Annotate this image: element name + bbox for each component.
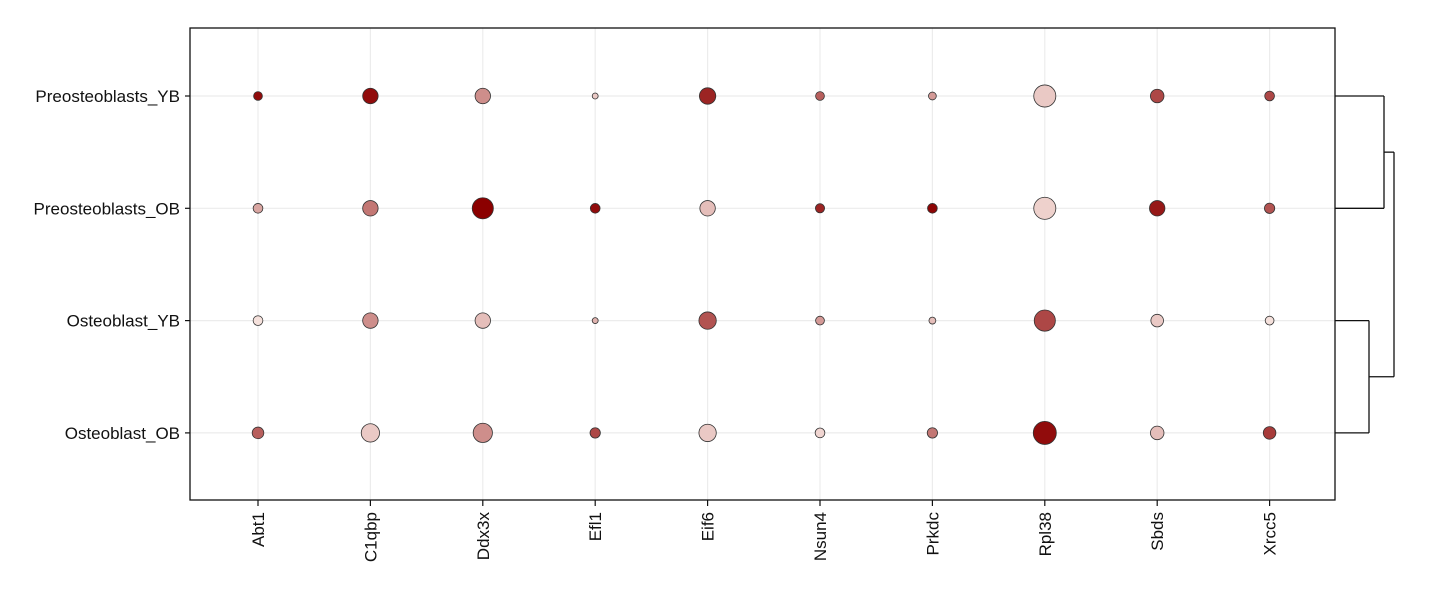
dot-Preosteoblasts_YB-Eif6 (698, 87, 717, 105)
y-tick-label: Osteoblast_OB (65, 424, 180, 443)
dot-Preosteoblasts_OB-Abt1 (252, 203, 264, 214)
x-tick-label: Ddx3x (474, 512, 493, 561)
dot-Osteoblast_YB-Nsun4 (815, 315, 825, 326)
dot-Preosteoblasts_OB-Prkdc (927, 203, 938, 214)
row-dendrogram (1335, 95, 1395, 434)
x-tick-label: Nsun4 (811, 512, 830, 561)
x-tick-label: Rpl38 (1036, 512, 1055, 556)
x-axis: Abt1 C1qbp Ddx3x Efl1 Eif6 Nsun4 Prkdc Rpl38 Sbd… (249, 500, 1280, 562)
dot-Osteoblast_OB-Xrcc5 (1262, 426, 1277, 440)
dot-Osteoblast_YB-Xrcc5 (1264, 315, 1275, 326)
dot-Osteoblast_YB-Eif6 (698, 311, 717, 330)
dot-Osteoblast_YB-Sbds (1150, 313, 1164, 328)
dot-Osteoblast_YB-Efl1 (591, 317, 599, 324)
y-axis: Preosteoblasts_YB Preosteoblasts_OB Osteob… (34, 87, 190, 443)
y-tick-label: Osteoblast_YB (67, 312, 180, 331)
dot-Osteoblast_OB-Efl1 (589, 427, 601, 439)
dot-Preosteoblasts_YB-C1qbp (362, 87, 379, 105)
dot-Preosteoblasts_OB-C1qbp (362, 200, 379, 217)
dot-Osteoblast_OB-Eif6 (698, 423, 717, 442)
dot-Osteoblast_YB-Ddx3x (474, 312, 491, 329)
x-tick-label: Sbds (1148, 512, 1167, 551)
dot-Preosteoblasts_OB-Xrcc5 (1264, 202, 1276, 214)
dot-Preosteoblasts_OB-Eif6 (699, 200, 716, 217)
dot-Preosteoblasts_OB-Efl1 (589, 203, 601, 214)
dot-Preosteoblasts_OB-Sbds (1149, 200, 1166, 217)
x-tick-label: Xrcc5 (1261, 512, 1280, 555)
dot-Preosteoblasts_OB-Rpl38 (1033, 196, 1057, 220)
dot-Preosteoblasts_YB-Abt1 (253, 91, 263, 101)
dot-Osteoblast_YB-C1qbp (362, 312, 379, 329)
dot-Osteoblast_OB-Ddx3x (472, 422, 493, 443)
x-tick-label: C1qbp (361, 512, 380, 562)
dot-Preosteoblasts_YB-Efl1 (591, 92, 599, 100)
dot-Osteoblast_OB-Nsun4 (814, 427, 826, 439)
dot-Osteoblast_YB-Rpl38 (1033, 309, 1056, 332)
grid-layer (190, 28, 1335, 500)
dot-Osteoblast_YB-Abt1 (252, 315, 264, 326)
dot-Osteoblast_OB-Sbds (1150, 425, 1165, 441)
dot-Osteoblast_OB-C1qbp (360, 423, 380, 443)
dot-Osteoblast_YB-Prkdc (928, 316, 937, 325)
dot-Osteoblast_OB-Rpl38 (1032, 420, 1057, 445)
dot-Preosteoblasts_YB-Xrcc5 (1264, 90, 1275, 102)
dot-Preosteoblasts_YB-Ddx3x (474, 87, 491, 105)
x-tick-label: Prkdc (923, 512, 942, 556)
dot-Preosteoblasts_YB-Rpl38 (1033, 84, 1057, 108)
dot-Preosteoblasts_YB-Sbds (1150, 88, 1165, 104)
x-tick-label: Efl1 (586, 512, 605, 541)
points-layer (251, 84, 1277, 445)
x-tick-label: Abt1 (249, 512, 268, 547)
dot-Osteoblast_OB-Abt1 (251, 426, 265, 440)
x-tick-label: Eif6 (699, 512, 718, 541)
dot-Preosteoblasts_OB-Ddx3x (471, 197, 494, 220)
dot-Preosteoblasts_YB-Prkdc (928, 91, 937, 101)
dot-Osteoblast_OB-Prkdc (926, 427, 938, 439)
dot-Preosteoblasts_OB-Nsun4 (815, 203, 825, 214)
plot-panel-border (189, 27, 1336, 501)
dot-Preosteoblasts_YB-Nsun4 (815, 91, 825, 101)
y-tick-label: Preosteoblasts_OB (34, 199, 180, 218)
y-tick-label: Preosteoblasts_YB (35, 87, 180, 106)
